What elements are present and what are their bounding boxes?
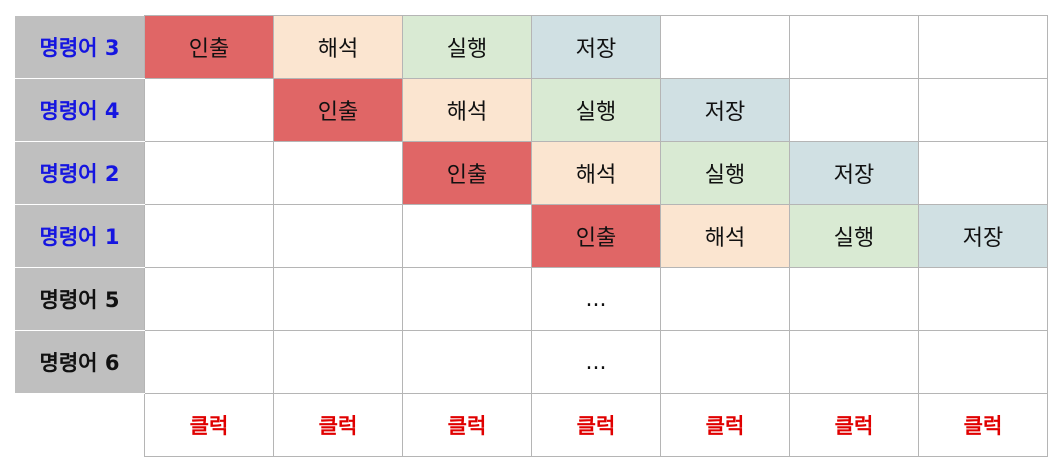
empty-cell	[789, 330, 919, 394]
stage-cell-fetch: 인출	[402, 141, 532, 205]
empty-cell	[918, 330, 1048, 394]
empty-cell	[273, 141, 403, 205]
empty-cell	[273, 267, 403, 331]
empty-cell	[144, 267, 274, 331]
empty-cell	[918, 267, 1048, 331]
empty-cell	[273, 204, 403, 268]
empty-cell	[144, 141, 274, 205]
stage-cell-execute: 실행	[402, 15, 532, 79]
stage-cell-store: 저장	[789, 141, 919, 205]
clock-row-spacer	[15, 393, 145, 457]
stage-cell-fetch: 인출	[273, 78, 403, 142]
stage-cell-store: 저장	[531, 15, 661, 79]
stage-cell-fetch: 인출	[531, 204, 661, 268]
empty-cell	[144, 330, 274, 394]
clock-cell: 클럭	[918, 393, 1048, 457]
ellipsis-cell: ...	[531, 330, 661, 394]
stage-cell-fetch: 인출	[144, 15, 274, 79]
instruction-row: 명령어 1 인출 해석 실행 저장	[15, 204, 1048, 268]
stage-cell-execute: 실행	[531, 78, 661, 142]
clock-cell: 클럭	[273, 393, 403, 457]
instruction-label: 명령어 1	[15, 204, 145, 268]
instruction-label: 명령어 6	[15, 330, 145, 394]
pipeline-table-body: 명령어 3 인출 해석 실행 저장 명령어 4 인출 해석 실행 저장 명령어 2 인출 해석 실행 저장 명…	[15, 15, 1048, 457]
empty-cell	[402, 204, 532, 268]
empty-cell	[789, 15, 919, 79]
clock-cell: 클럭	[402, 393, 532, 457]
clock-cell: 클럭	[660, 393, 790, 457]
instruction-row: 명령어 4 인출 해석 실행 저장	[15, 78, 1048, 142]
empty-cell	[660, 330, 790, 394]
instruction-row: 명령어 3 인출 해석 실행 저장	[15, 15, 1048, 79]
empty-cell	[918, 141, 1048, 205]
empty-cell	[789, 78, 919, 142]
pipeline-table: 명령어 3 인출 해석 실행 저장 명령어 4 인출 해석 실행 저장 명령어 2 인출 해석 실행 저장 명…	[15, 15, 1048, 457]
stage-cell-decode: 해석	[402, 78, 532, 142]
empty-cell	[402, 267, 532, 331]
empty-cell	[789, 267, 919, 331]
ellipsis-cell: ...	[531, 267, 661, 331]
stage-cell-execute: 실행	[660, 141, 790, 205]
clock-cell: 클럭	[789, 393, 919, 457]
stage-cell-decode: 해석	[531, 141, 661, 205]
instruction-row: 명령어 5...	[15, 267, 1048, 331]
empty-cell	[660, 267, 790, 331]
clock-row: 클럭 클럭 클럭 클럭 클럭 클럭 클럭	[15, 393, 1048, 457]
clock-cell: 클럭	[144, 393, 274, 457]
empty-cell	[273, 330, 403, 394]
empty-cell	[918, 78, 1048, 142]
instruction-label: 명령어 2	[15, 141, 145, 205]
stage-cell-decode: 해석	[273, 15, 403, 79]
instruction-label: 명령어 5	[15, 267, 145, 331]
empty-cell	[918, 15, 1048, 79]
stage-cell-store: 저장	[918, 204, 1048, 268]
clock-cell: 클럭	[531, 393, 661, 457]
instruction-row: 명령어 2 인출 해석 실행 저장	[15, 141, 1048, 205]
empty-cell	[144, 78, 274, 142]
stage-cell-execute: 실행	[789, 204, 919, 268]
stage-cell-store: 저장	[660, 78, 790, 142]
instruction-label: 명령어 3	[15, 15, 145, 79]
stage-cell-decode: 해석	[660, 204, 790, 268]
empty-cell	[402, 330, 532, 394]
empty-cell	[144, 204, 274, 268]
instruction-row: 명령어 6...	[15, 330, 1048, 394]
empty-cell	[660, 15, 790, 79]
instruction-label: 명령어 4	[15, 78, 145, 142]
